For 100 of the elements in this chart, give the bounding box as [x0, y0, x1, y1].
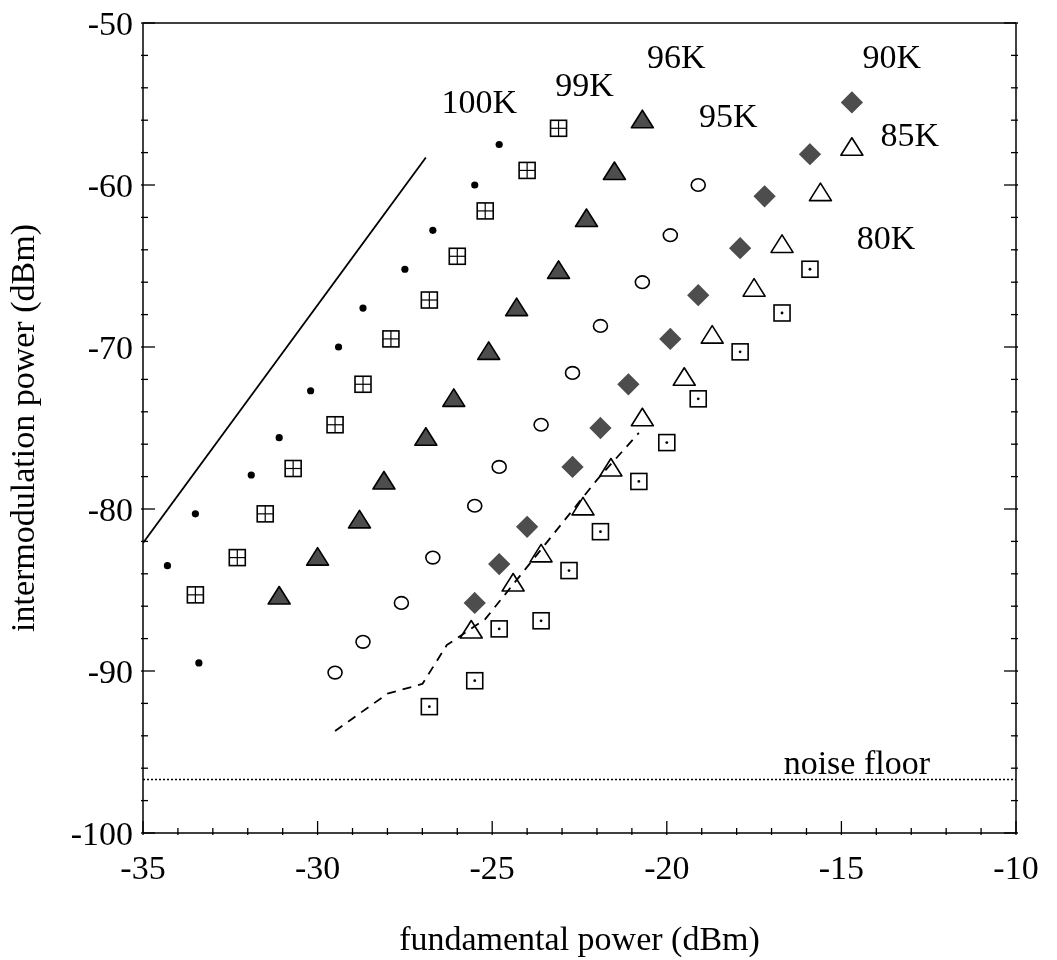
point [504, 297, 529, 317]
series-label: 95K [698, 97, 758, 134]
point [529, 543, 553, 563]
point [463, 592, 486, 614]
ref-line-label: noise floor [783, 743, 931, 781]
point [690, 177, 707, 193]
point [560, 561, 578, 580]
point [630, 472, 648, 491]
point [186, 586, 205, 604]
x-tick-label: -10 [993, 849, 1039, 886]
point [429, 226, 437, 234]
point [731, 343, 749, 361]
point [689, 390, 708, 408]
point [516, 516, 538, 538]
point [441, 388, 466, 408]
point [191, 510, 199, 518]
point [564, 365, 581, 381]
point [753, 185, 776, 208]
point [347, 509, 372, 529]
series-label: 100K [441, 82, 518, 120]
point [801, 260, 819, 279]
point [305, 546, 330, 566]
point [354, 375, 372, 394]
point [589, 417, 612, 439]
point [476, 202, 495, 220]
point [700, 324, 724, 344]
y-tick-label: -90 [87, 653, 133, 690]
point [501, 572, 525, 592]
point [546, 260, 571, 280]
point [420, 291, 439, 309]
point [382, 330, 400, 348]
point [672, 366, 697, 387]
point [773, 304, 791, 322]
point [574, 208, 599, 228]
y-axis-title: intermodulation power (dBm) [4, 224, 43, 632]
point [401, 265, 409, 273]
series-label: 99K [555, 66, 615, 104]
point [799, 143, 821, 166]
point [561, 456, 584, 478]
series-label: 96K [647, 38, 707, 76]
point [334, 343, 343, 351]
point [307, 387, 315, 395]
point [495, 140, 503, 149]
point [599, 457, 623, 477]
point [687, 284, 710, 306]
point [247, 471, 255, 479]
point [466, 498, 483, 513]
y-tick-label: -60 [87, 167, 133, 204]
point [571, 496, 595, 516]
series-label: 90K [862, 38, 922, 76]
point [420, 697, 439, 716]
point [491, 459, 507, 474]
point [532, 611, 550, 630]
point [742, 277, 766, 297]
point [630, 109, 655, 129]
x-tick-label: -25 [469, 849, 515, 886]
y-tick-label: -100 [70, 815, 133, 852]
point [448, 247, 467, 266]
line-series [334, 431, 640, 732]
y-tick-label: -80 [87, 491, 133, 528]
point [476, 341, 501, 361]
point [634, 275, 651, 290]
point [533, 417, 549, 432]
point [658, 433, 676, 452]
point [488, 553, 510, 575]
legend-label: 85K [880, 115, 940, 153]
point [549, 119, 568, 138]
point [275, 434, 283, 442]
point [490, 620, 508, 638]
point [414, 426, 438, 447]
x-tick-label: -20 [644, 849, 690, 886]
point [284, 459, 302, 478]
point [465, 671, 484, 690]
point [372, 470, 396, 490]
point [425, 550, 441, 565]
point [617, 373, 640, 396]
point [841, 91, 863, 114]
point [393, 595, 410, 611]
x-tick-label: -15 [818, 849, 865, 886]
point [662, 228, 679, 243]
point [602, 161, 627, 181]
point [228, 548, 247, 567]
point [729, 237, 751, 259]
point [518, 161, 536, 180]
y-tick-label: -50 [87, 5, 133, 42]
point [808, 182, 833, 202]
point [659, 328, 682, 350]
point [359, 304, 367, 312]
point [326, 415, 344, 434]
series-label: 80K [856, 219, 916, 257]
point [459, 619, 484, 639]
point [770, 234, 794, 254]
point [591, 522, 610, 541]
point [163, 562, 172, 570]
point [195, 659, 203, 667]
point [471, 181, 479, 189]
point [355, 634, 371, 649]
x-axis-title: fundamental power (dBm) [399, 920, 760, 958]
point [267, 585, 291, 605]
y-tick-label: -70 [87, 329, 133, 366]
